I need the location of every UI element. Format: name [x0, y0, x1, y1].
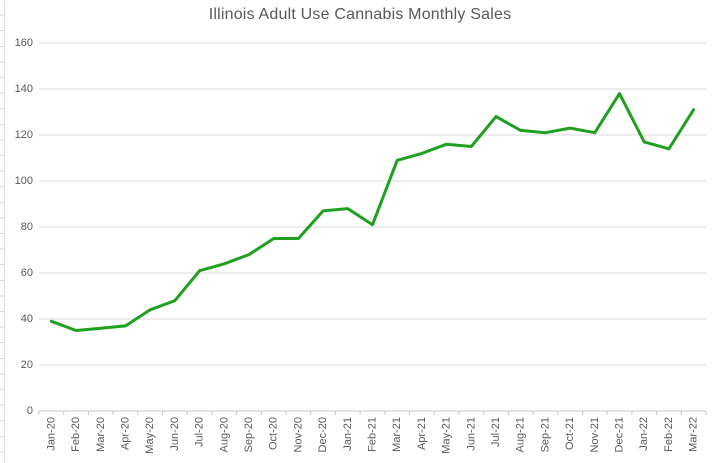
- chart-title: Illinois Adult Use Cannabis Monthly Sale…: [208, 6, 512, 23]
- x-axis-tick-label: Jan-22: [638, 417, 650, 451]
- x-axis-tick-label: Mar-22: [688, 417, 700, 452]
- y-axis-tick-label: 140: [15, 83, 33, 95]
- gridlines: [39, 42, 706, 366]
- y-axis-tick-label: 100: [15, 175, 33, 187]
- x-axis-tick-label: Nov-20: [292, 417, 304, 452]
- x-axis-tick-label: Dec-21: [614, 417, 626, 452]
- x-axis-tick-label: Mar-21: [391, 417, 403, 452]
- sales-line: [49, 92, 696, 332]
- x-axis-tick-label: Apr-20: [119, 417, 131, 450]
- y-axis-tick-label: 20: [21, 359, 33, 371]
- x-axis-tick-label: Aug-21: [515, 417, 527, 452]
- x-axis-tick-label: Oct-20: [268, 417, 280, 450]
- x-axis-tick-label: Feb-21: [367, 417, 379, 452]
- x-axis-tick-label: Sep-21: [539, 417, 551, 452]
- x-axis-labels: Jan-20 Feb-20 Mar-20 Apr-20 May-20 Jun-20 Jul-…: [45, 417, 699, 454]
- x-axis-tick-label: Jul-20: [194, 417, 206, 447]
- x-axis-tick-label: Jan-20: [45, 417, 57, 451]
- y-axis-tick-label: 0: [27, 405, 33, 417]
- x-axis-tick-label: Mar-20: [95, 417, 107, 452]
- x-axis-tick-label: Jun-21: [465, 417, 477, 451]
- x-axis-tick-label: Jul-21: [490, 417, 502, 447]
- x-axis-tick-label: Oct-21: [564, 417, 576, 450]
- x-axis-tick-label: May-21: [441, 417, 453, 454]
- x-axis-tick-label: Nov-21: [589, 417, 601, 452]
- y-axis-tick-label: 120: [15, 129, 33, 141]
- x-axis-tick-label: Jun-20: [169, 417, 181, 451]
- y-axis-tick-label: 160: [15, 37, 33, 49]
- x-axis-tick-label: Feb-20: [70, 417, 82, 452]
- y-axis-labels: 0 20 40 60 80 100 120 140 160: [15, 37, 33, 417]
- x-axis-tick-label: May-20: [144, 417, 156, 454]
- y-axis-tick-label: 80: [21, 221, 33, 233]
- x-axis: [38, 410, 707, 415]
- y-axis-tick-label: 60: [21, 267, 33, 279]
- x-axis-tick-label: Sep-20: [243, 417, 255, 452]
- x-axis-tick-label: Jan-21: [342, 417, 354, 451]
- x-axis-tick-label: Aug-20: [218, 417, 230, 452]
- y-axis-tick-label: 40: [21, 313, 33, 325]
- x-axis-tick-label: Feb-22: [663, 417, 675, 452]
- x-axis-tick-label: Apr-21: [416, 417, 428, 450]
- x-axis-tick-label: Dec-20: [317, 417, 329, 452]
- spreadsheet-edge-artifact: [0, 0, 5, 463]
